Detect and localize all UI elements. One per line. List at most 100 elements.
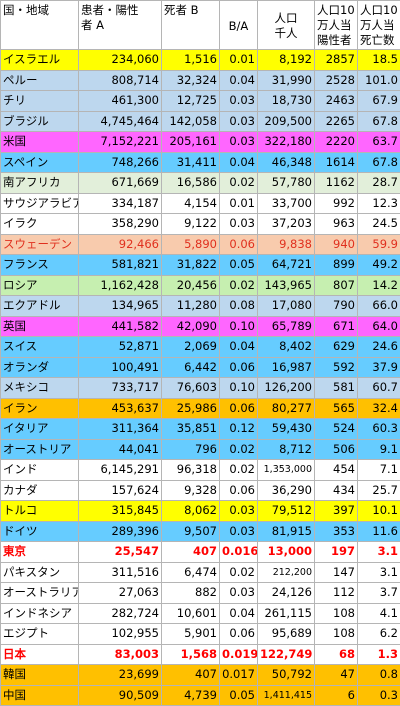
population-cell: 95,689 [258,624,315,645]
deaths-cell: 5,901 [162,624,220,645]
ratio-cell: 0.016 [220,542,258,563]
cases-cell: 134,965 [79,296,162,317]
country-name-cell: ドイツ [1,521,79,542]
cases-cell: 44,041 [79,439,162,460]
deaths-per-100k-cell: 9.1 [358,439,400,460]
cases-cell: 358,290 [79,214,162,235]
country-name-cell: カナダ [1,480,79,501]
cases-cell: 27,063 [79,583,162,604]
cases-per-100k-cell: 940 [315,234,358,255]
deaths-per-100k-cell: 10.1 [358,501,400,522]
population-cell: 37,203 [258,214,315,235]
cases-per-100k-cell: 565 [315,398,358,419]
ratio-cell: 0.02 [220,275,258,296]
cases-cell: 461,300 [79,91,162,112]
cases-cell: 83,003 [79,644,162,665]
header-ratio: B/A [220,1,258,50]
deaths-per-100k-cell: 4.1 [358,603,400,624]
country-name-cell: イラク [1,214,79,235]
cases-per-100k-cell: 112 [315,583,358,604]
deaths-cell: 2,069 [162,337,220,358]
country-name-cell: 日本 [1,644,79,665]
ratio-cell: 0.017 [220,665,258,686]
cases-cell: 441,582 [79,316,162,337]
cases-cell: 25,547 [79,542,162,563]
population-cell: 46,348 [258,152,315,173]
deaths-cell: 11,280 [162,296,220,317]
population-cell: 1,353,000 [258,460,315,481]
cases-cell: 100,491 [79,357,162,378]
cases-per-100k-cell: 581 [315,378,358,399]
deaths-per-100k-cell: 12.3 [358,193,400,214]
ratio-cell: 0.03 [220,501,258,522]
deaths-cell: 796 [162,439,220,460]
ratio-cell: 0.06 [220,480,258,501]
cases-per-100k-cell: 1162 [315,173,358,194]
cases-per-100k-cell: 963 [315,214,358,235]
cases-per-100k-cell: 2220 [315,132,358,153]
deaths-per-100k-cell: 3.7 [358,583,400,604]
country-name-cell: イタリア [1,419,79,440]
header-cases-per-100k: 人口10 万人当 陽性者 [315,1,358,50]
cases-per-100k-cell: 2528 [315,70,358,91]
deaths-cell: 882 [162,583,220,604]
ratio-cell: 0.12 [220,419,258,440]
country-name-cell: 韓国 [1,665,79,686]
ratio-cell: 0.03 [220,132,258,153]
header-population-line-1: 人口 [260,11,312,26]
ratio-cell: 0.06 [220,398,258,419]
deaths-per-100k-cell: 101.0 [358,70,400,91]
deaths-per-100k-cell: 3.1 [358,542,400,563]
population-cell: 80,277 [258,398,315,419]
deaths-cell: 31,822 [162,255,220,276]
ratio-cell: 0.03 [220,521,258,542]
country-name-cell: エクアドル [1,296,79,317]
header-deaths-per-100k-line-2: 万人当 [360,18,398,33]
cases-cell: 315,845 [79,501,162,522]
ratio-cell: 0.10 [220,378,258,399]
cases-cell: 4,745,464 [79,111,162,132]
cases-per-100k-cell: 629 [315,337,358,358]
header-cases-per-100k-line-2: 万人当 [317,18,355,33]
cases-cell: 234,060 [79,50,162,71]
cases-cell: 6,145,291 [79,460,162,481]
deaths-per-100k-cell: 37.9 [358,357,400,378]
deaths-cell: 9,328 [162,480,220,501]
cases-cell: 7,152,221 [79,132,162,153]
cases-cell: 311,516 [79,562,162,583]
cases-cell: 581,821 [79,255,162,276]
cases-cell: 671,669 [79,173,162,194]
header-cases-per-100k-line-1: 人口10 [317,3,355,18]
deaths-per-100k-cell: 1.3 [358,644,400,665]
cases-cell: 311,364 [79,419,162,440]
deaths-per-100k-cell: 7.1 [358,460,400,481]
country-name-cell: フランス [1,255,79,276]
deaths-cell: 6,442 [162,357,220,378]
population-cell: 126,200 [258,378,315,399]
cases-cell: 90,509 [79,685,162,706]
country-name-cell: スウェーデン [1,234,79,255]
deaths-per-100k-cell: 6.2 [358,624,400,645]
header-deaths-per-100k-line-1: 人口10 [360,3,398,18]
country-name-cell: 中国 [1,685,79,706]
country-name-cell: ロシア [1,275,79,296]
deaths-per-100k-cell: 0.3 [358,685,400,706]
cases-cell: 289,396 [79,521,162,542]
ratio-cell: 0.01 [220,193,258,214]
cases-per-100k-cell: 899 [315,255,358,276]
header-cases-line-2: 者 A [81,18,159,33]
deaths-cell: 10,601 [162,603,220,624]
